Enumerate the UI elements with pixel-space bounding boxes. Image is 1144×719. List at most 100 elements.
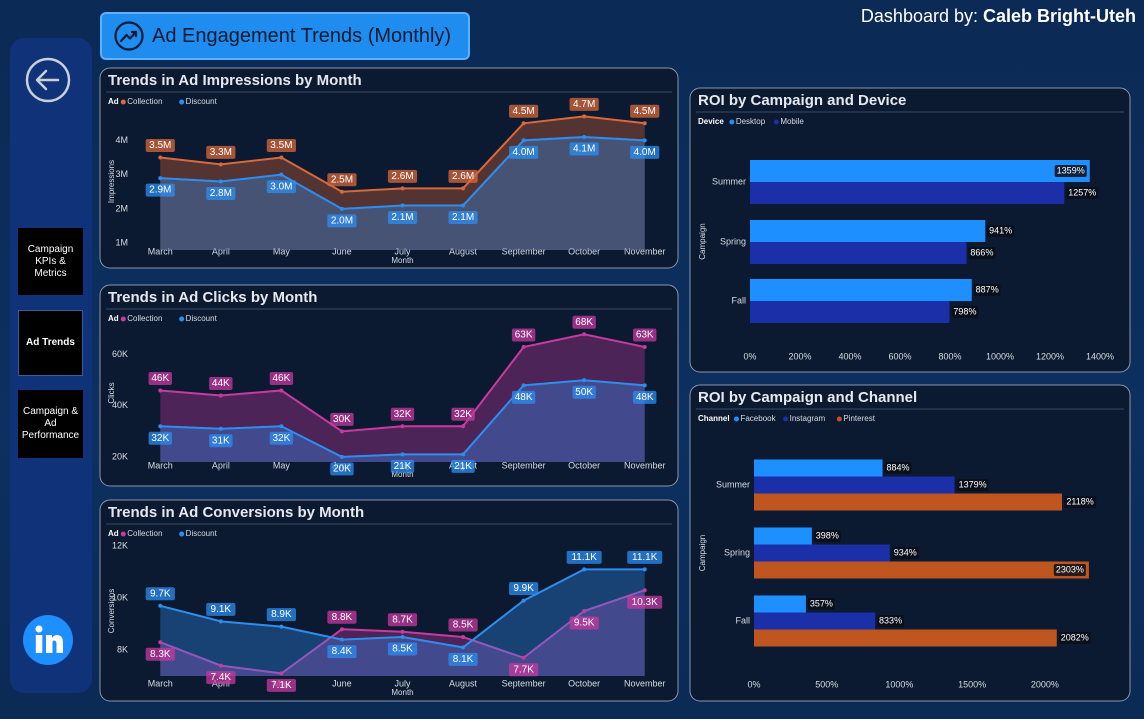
data-label-bg <box>448 169 478 183</box>
data-point <box>218 162 223 167</box>
data-label: 48K <box>636 392 654 403</box>
y-tick-label: Summer <box>712 176 746 186</box>
nav-button[interactable]: Ad Trends <box>18 310 83 376</box>
linkedin-logo[interactable] <box>22 614 74 666</box>
data-point <box>400 635 405 639</box>
data-label: 866% <box>970 247 993 257</box>
data-label-bg <box>387 169 418 183</box>
data-label: 2.0M <box>331 216 353 227</box>
x-tick-label: 800% <box>938 351 961 361</box>
data-label: 398% <box>816 530 839 540</box>
data-point <box>158 603 163 608</box>
chart-title: Trends in Ad Impressions by Month <box>108 72 362 89</box>
data-label-bg <box>327 645 357 659</box>
data-point <box>582 609 587 613</box>
data-point <box>521 138 526 143</box>
data-label: 21K <box>454 461 472 472</box>
x-tick-label: September <box>502 246 546 256</box>
data-label: 4.0M <box>634 147 656 158</box>
bar <box>754 544 890 562</box>
legend-marker <box>179 316 185 322</box>
y-tick-label: 10K <box>112 592 128 602</box>
data-label: 941% <box>989 225 1012 235</box>
x-tick-label: September <box>502 678 546 688</box>
x-tick-label: June <box>332 246 352 256</box>
x-tick-label: November <box>624 678 666 688</box>
data-point <box>521 655 526 660</box>
data-label-bg <box>330 462 354 476</box>
data-label-bg <box>206 602 236 616</box>
chart-title: ROI by Campaign and Device <box>698 92 906 109</box>
data-point <box>279 424 284 429</box>
data-label: 68K <box>575 317 593 328</box>
page-title-button[interactable]: Ad Engagement Trends (Monthly) <box>100 12 470 60</box>
nav-button[interactable]: Campaign & Ad Performance <box>18 390 83 458</box>
legend-marker <box>729 119 735 125</box>
area-fill <box>160 136 645 250</box>
data-label-bg <box>572 315 596 329</box>
data-label-bg <box>387 210 418 224</box>
data-label-bg <box>209 434 233 448</box>
data-point <box>158 176 163 181</box>
bar <box>750 182 1065 204</box>
y-axis-label: Campaign <box>698 223 707 259</box>
data-point <box>461 635 466 639</box>
data-label: 8.5K <box>392 644 413 655</box>
data-point <box>279 388 284 393</box>
data-point <box>218 426 223 431</box>
legend-marker <box>773 119 779 125</box>
data-label-bg <box>569 616 599 630</box>
data-label: 32K <box>454 409 472 420</box>
data-point <box>461 203 466 208</box>
back-button[interactable] <box>24 56 72 104</box>
data-label: 7.4K <box>211 672 232 683</box>
x-tick-label: 0% <box>747 679 760 689</box>
data-label: 20K <box>333 464 351 475</box>
data-point <box>461 452 466 457</box>
x-tick-label: May <box>273 460 291 470</box>
data-label-bg <box>448 618 478 632</box>
data-point <box>582 332 587 337</box>
legend-title: Channel <box>698 414 730 423</box>
y-tick-label: 20K <box>112 451 128 461</box>
data-label-bg <box>509 582 539 596</box>
data-label-bg <box>569 97 599 111</box>
legend-marker <box>179 531 185 537</box>
data-label-bg <box>509 104 539 118</box>
chart-title: Trends in Ad Clicks by Month <box>108 289 317 306</box>
data-label-bg <box>390 459 415 473</box>
data-label-bg <box>390 407 415 421</box>
data-label: 8.3K <box>150 649 171 660</box>
x-tick-label: 1200% <box>1036 351 1064 361</box>
data-point <box>461 424 466 429</box>
data-label-bg <box>206 671 236 685</box>
nav-button[interactable]: Campaign KPIs & Metrics <box>18 228 83 295</box>
bar <box>754 561 1089 579</box>
data-label-bg <box>633 328 657 342</box>
data-point <box>461 186 466 191</box>
data-label-bg <box>206 187 236 200</box>
y-tick-label: 3M <box>115 169 128 179</box>
y-tick-label: 12K <box>112 540 128 550</box>
data-label: 4.5M <box>634 106 656 117</box>
data-point <box>642 138 647 143</box>
data-label-bg <box>269 431 294 445</box>
data-point <box>158 388 163 393</box>
data-label: 833% <box>879 615 902 625</box>
data-label-bg <box>884 462 912 474</box>
legend-marker <box>120 99 126 105</box>
legend-label: Collection <box>127 97 162 106</box>
data-label-bg <box>330 412 354 426</box>
data-point <box>279 624 284 629</box>
legend-label: Desktop <box>736 117 766 126</box>
data-point <box>218 663 223 668</box>
data-label-bg <box>877 615 905 627</box>
data-label-bg <box>266 678 296 692</box>
data-label: 2.6M <box>452 171 474 182</box>
x-tick-label: August <box>449 246 478 256</box>
legend-marker <box>783 416 789 422</box>
data-label: 2.1M <box>452 212 474 223</box>
data-label: 32K <box>394 409 412 420</box>
data-label-bg <box>1058 632 1091 644</box>
data-label: 46K <box>151 373 169 384</box>
